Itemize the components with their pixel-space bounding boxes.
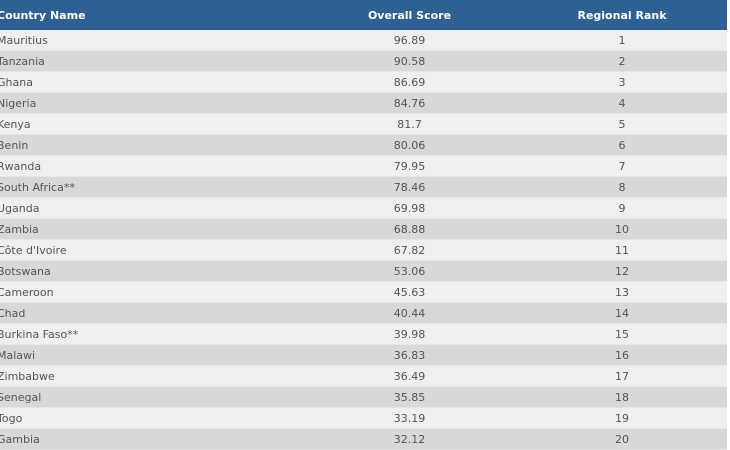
- country-name: Zimbabwe: [0, 365, 302, 387]
- overall-score: 69.98: [302, 197, 517, 219]
- country-name: Zambia: [0, 218, 302, 240]
- country-name: Chad: [0, 302, 302, 324]
- table-row: Malawi 36.83 16: [0, 344, 727, 366]
- country-name: Cameroon: [0, 281, 302, 303]
- country-name: Malawi: [0, 344, 302, 366]
- table-body: Mauritius 96.89 1 Tanzania 90.58 2 Ghana 86.69 3…: [0, 30, 727, 450]
- table-row: Chad 40.44 14: [0, 302, 727, 324]
- country-name: Ghana: [0, 71, 302, 93]
- overall-score: 36.83: [302, 344, 517, 366]
- regional-rank: 5: [517, 113, 727, 135]
- regional-rank: 3: [517, 71, 727, 93]
- table-row: Benin 80.06 6: [0, 134, 727, 156]
- regional-rank: 2: [517, 50, 727, 72]
- country-name: Senegal: [0, 386, 302, 408]
- country-header: Country Name: [0, 0, 302, 30]
- country-name: Botswana: [0, 260, 302, 282]
- regional-rank: 12: [517, 260, 727, 282]
- country-name: Kenya: [0, 113, 302, 135]
- regional-rank: 19: [517, 407, 727, 429]
- overall-score: 39.98: [302, 323, 517, 345]
- regional-rank: 7: [517, 155, 727, 177]
- table-row: Zambia 68.88 10: [0, 218, 727, 240]
- table-row: Côte d'Ivoire 67.82 11: [0, 239, 727, 261]
- regional-rank: 15: [517, 323, 727, 345]
- regional-rank: 16: [517, 344, 727, 366]
- header-row: Country Name Overall Score Regional Rank: [0, 0, 727, 30]
- table-row: Cameroon 45.63 13: [0, 281, 727, 303]
- table-row: Burkina Faso** 39.98 15: [0, 323, 727, 345]
- overall-score: 68.88: [302, 218, 517, 240]
- table-row: Zimbabwe 36.49 17: [0, 365, 727, 387]
- country-name: Nigeria: [0, 92, 302, 114]
- overall-score: 86.69: [302, 71, 517, 93]
- regional-rank: 10: [517, 218, 727, 240]
- regional-rank: 20: [517, 428, 727, 450]
- country-name: Côte d'Ivoire: [0, 239, 302, 261]
- table-row: Mauritius 96.89 1: [0, 30, 727, 51]
- overall-score: 81.7: [302, 113, 517, 135]
- table-row: Uganda 69.98 9: [0, 197, 727, 219]
- overall-score: 40.44: [302, 302, 517, 324]
- regional-rank: 14: [517, 302, 727, 324]
- country-name: Mauritius: [0, 30, 302, 51]
- score-header: Overall Score: [302, 0, 517, 30]
- overall-score: 45.63: [302, 281, 517, 303]
- regional-rank: 6: [517, 134, 727, 156]
- rank-header: Regional Rank: [517, 0, 727, 30]
- table-row: Ghana 86.69 3: [0, 71, 727, 93]
- country-name: Gambia: [0, 428, 302, 450]
- overall-score: 32.12: [302, 428, 517, 450]
- overall-score: 78.46: [302, 176, 517, 198]
- overall-score: 36.49: [302, 365, 517, 387]
- table-row: South Africa** 78.46 8: [0, 176, 727, 198]
- country-name: Togo: [0, 407, 302, 429]
- table-row: Botswana 53.06 12: [0, 260, 727, 282]
- table-row: Nigeria 84.76 4: [0, 92, 727, 114]
- country-name: Rwanda: [0, 155, 302, 177]
- overall-score: 80.06: [302, 134, 517, 156]
- overall-score: 79.95: [302, 155, 517, 177]
- country-name: Benin: [0, 134, 302, 156]
- table-row: Tanzania 90.58 2: [0, 50, 727, 72]
- table-row: Kenya 81.7 5: [0, 113, 727, 135]
- country-name: South Africa**: [0, 176, 302, 198]
- table-row: Senegal 35.85 18: [0, 386, 727, 408]
- regional-rank: 1: [517, 30, 727, 51]
- overall-score: 53.06: [302, 260, 517, 282]
- overall-score: 90.58: [302, 50, 517, 72]
- regional-rank: 8: [517, 176, 727, 198]
- overall-score: 33.19: [302, 407, 517, 429]
- country-name: Tanzania: [0, 50, 302, 72]
- regional-rank: 18: [517, 386, 727, 408]
- table-header: Country Name Overall Score Regional Rank: [0, 0, 727, 30]
- country-name: Burkina Faso**: [0, 323, 302, 345]
- regional-rank: 4: [517, 92, 727, 114]
- overall-score: 96.89: [302, 30, 517, 51]
- regional-rank: 13: [517, 281, 727, 303]
- overall-score: 35.85: [302, 386, 517, 408]
- table-row: Gambia 32.12 20: [0, 428, 727, 450]
- regional-rank: 9: [517, 197, 727, 219]
- regional-rank: 11: [517, 239, 727, 261]
- regional-rank: 17: [517, 365, 727, 387]
- overall-score: 84.76: [302, 92, 517, 114]
- table-row: Rwanda 79.95 7: [0, 155, 727, 177]
- overall-score: 67.82: [302, 239, 517, 261]
- country-name: Uganda: [0, 197, 302, 219]
